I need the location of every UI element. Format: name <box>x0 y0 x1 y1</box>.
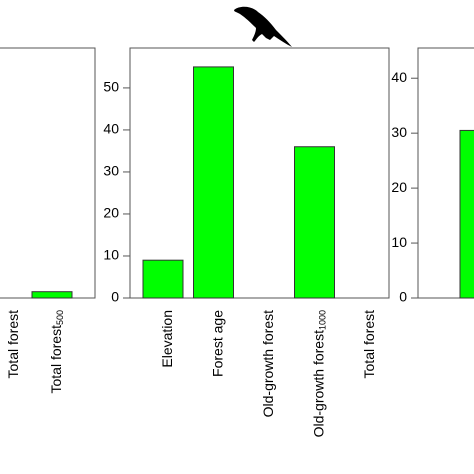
plot-frame <box>129 47 390 299</box>
x-tick-label-main: Elevation <box>159 310 175 368</box>
x-tick-label-main: Old-growth forest <box>260 310 276 417</box>
x-tick-label-main: Total forest <box>5 310 21 379</box>
y-tick-label: 30 <box>103 163 119 179</box>
y-tick-label: 10 <box>103 247 119 263</box>
bar <box>294 146 335 299</box>
x-tick-label-main: Total forest <box>361 310 377 379</box>
y-tick-label: 20 <box>103 205 119 221</box>
bar <box>31 291 73 299</box>
x-tick-label: Old-growth forest1000 <box>310 310 328 437</box>
y-tick-label: 0 <box>111 289 119 305</box>
y-tick-label: 40 <box>391 69 407 85</box>
y-tick-label: 50 <box>103 79 119 95</box>
x-tick-label: Forest age <box>209 310 225 377</box>
bar <box>459 129 474 299</box>
x-tick-label: Elevation <box>159 310 175 368</box>
x-tick-label-main: Old-growth forest <box>310 330 326 437</box>
x-tick-label: Total forest <box>5 310 21 379</box>
bar <box>142 259 184 299</box>
x-tick-label-main: Forest age <box>209 310 225 377</box>
bird-icon <box>234 6 292 47</box>
x-tick-label: Total forest500 <box>48 310 66 394</box>
y-tick-label: 30 <box>391 124 407 140</box>
y-tick-label: 40 <box>103 121 119 137</box>
y-tick-label: 10 <box>391 234 407 250</box>
plot-frame <box>417 47 474 299</box>
x-tick-label: Old-growth forest <box>260 310 276 417</box>
x-tick-label-main: Total forest <box>48 325 64 394</box>
y-tick-label: 20 <box>391 179 407 195</box>
plot-frame <box>0 47 96 299</box>
x-tick-label-subscript: 1000 <box>318 310 328 330</box>
y-tick-label: 0 <box>399 289 407 305</box>
bar <box>193 66 234 299</box>
x-tick-label: Total forest <box>361 310 377 379</box>
x-tick-label-subscript: 500 <box>55 310 65 325</box>
